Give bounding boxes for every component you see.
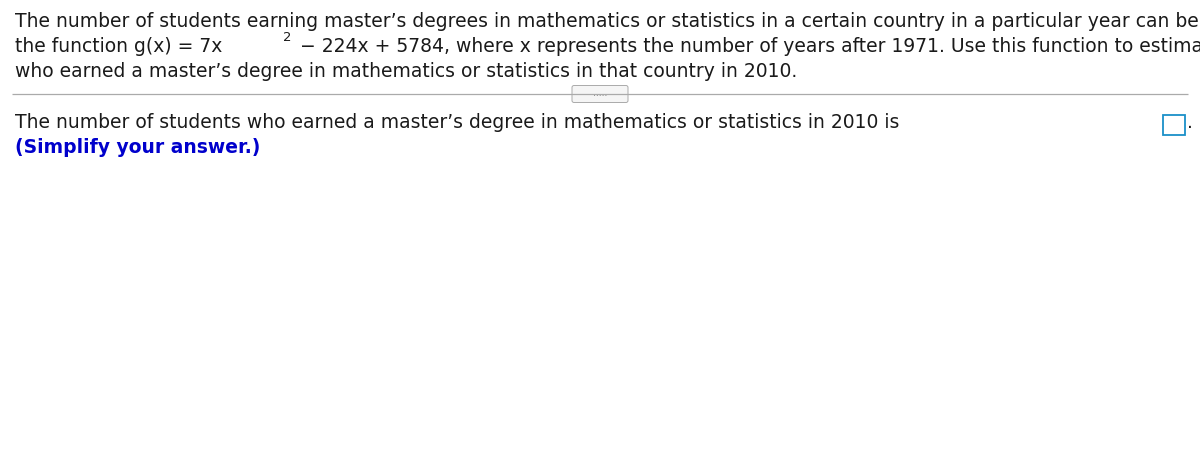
Text: .....: .....	[593, 90, 607, 99]
Text: (Simplify your answer.): (Simplify your answer.)	[14, 138, 260, 157]
FancyBboxPatch shape	[1163, 115, 1184, 135]
Text: − 224x + 5784, where x represents the number of years after 1971. Use this funct: − 224x + 5784, where x represents the nu…	[294, 37, 1200, 56]
Text: the function g(x) = 7x: the function g(x) = 7x	[14, 37, 222, 56]
Text: who earned a master’s degree in mathematics or statistics in that country in 201: who earned a master’s degree in mathemat…	[14, 62, 797, 81]
Text: The number of students who earned a master’s degree in mathematics or statistics: The number of students who earned a mast…	[14, 113, 899, 132]
FancyBboxPatch shape	[572, 85, 628, 102]
Text: The number of students earning master’s degrees in mathematics or statistics in : The number of students earning master’s …	[14, 12, 1200, 31]
Text: .: .	[1187, 113, 1193, 132]
Text: 2: 2	[282, 31, 292, 44]
